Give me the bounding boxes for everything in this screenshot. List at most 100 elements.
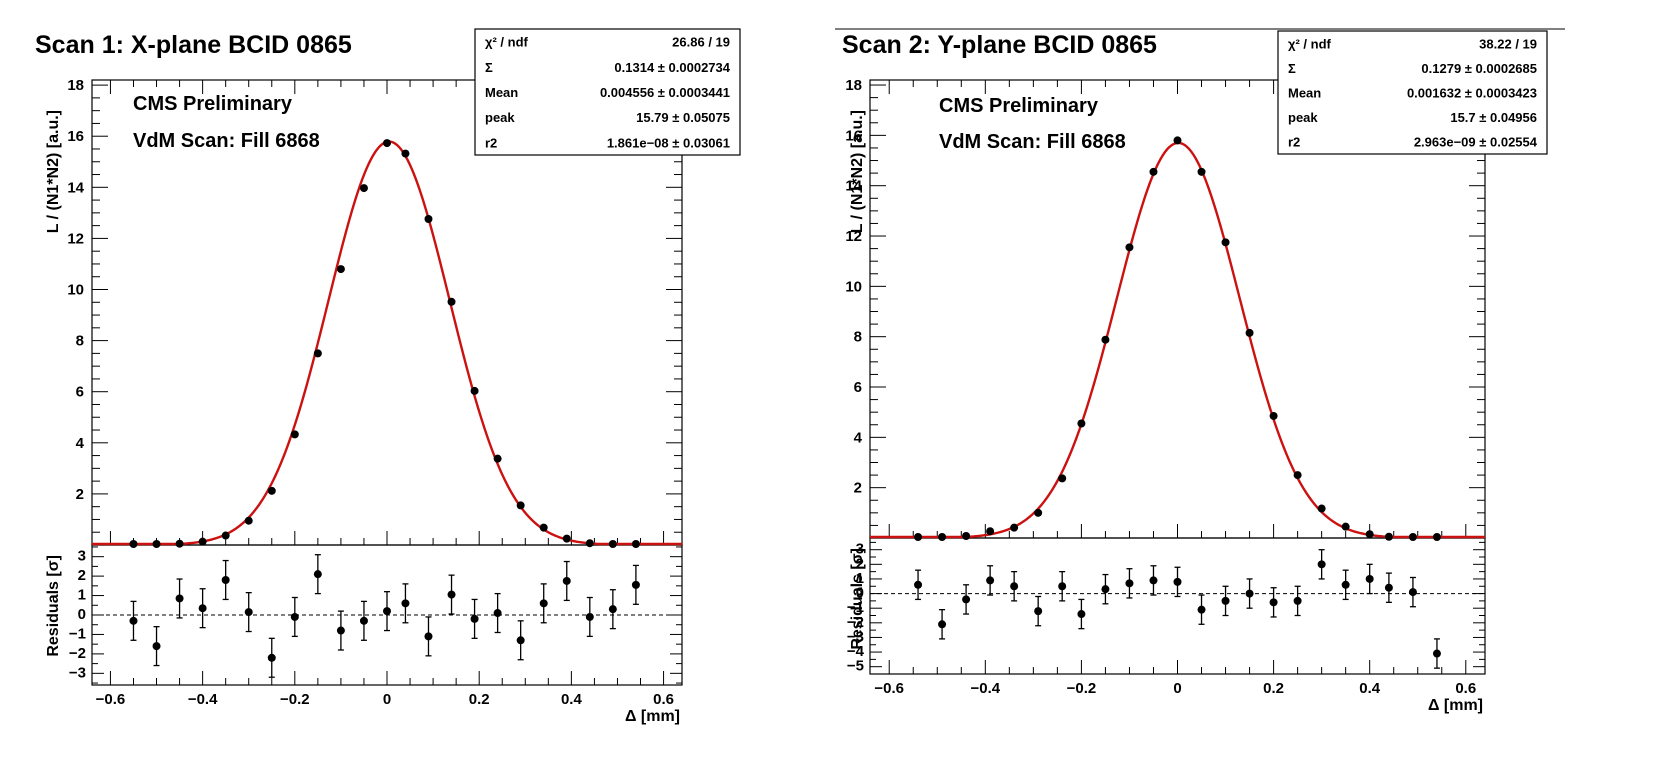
stat-value: 2.963e−09 ± 0.02554 xyxy=(1414,135,1538,150)
residual-point xyxy=(938,620,947,629)
chart-panel-1: Scan 1: X-plane BCID 086524681012141618−… xyxy=(35,28,741,725)
data-point xyxy=(1408,533,1417,541)
data-point xyxy=(516,501,525,510)
fit-stats-box xyxy=(1277,30,1548,155)
residual-point xyxy=(424,632,433,641)
x-tick-label: −0.4 xyxy=(188,691,218,708)
y-tick-label: 10 xyxy=(845,278,862,295)
res-y-tick-label: 3 xyxy=(78,548,86,565)
data-point xyxy=(152,540,161,548)
data-point xyxy=(539,523,548,532)
data-point xyxy=(359,184,368,193)
stat-label: peak xyxy=(1288,110,1318,125)
data-point xyxy=(914,533,923,541)
x-tick-label: −0.6 xyxy=(874,680,904,697)
data-point xyxy=(1432,533,1441,541)
y-tick-label: 4 xyxy=(854,429,863,446)
data-point xyxy=(962,531,971,540)
data-point xyxy=(631,540,640,548)
residual-point xyxy=(1269,598,1278,607)
residual-point xyxy=(516,636,525,645)
y-tick-label: 6 xyxy=(76,384,84,401)
data-point xyxy=(1077,419,1086,428)
residual-point xyxy=(1101,585,1110,594)
x-tick-label: 0.4 xyxy=(561,691,583,708)
residual-point xyxy=(198,604,207,613)
res-y-tick-label: 2 xyxy=(856,555,864,572)
res-y-tick-label: −4 xyxy=(847,643,865,660)
stat-value: 15.7 ± 0.04956 xyxy=(1450,110,1537,125)
stat-label: Mean xyxy=(1288,86,1321,101)
residual-point xyxy=(1173,577,1182,586)
fit-curve xyxy=(92,140,682,546)
data-point xyxy=(1101,335,1110,344)
residual-point xyxy=(290,612,299,621)
res-y-tick-label: −5 xyxy=(847,658,864,675)
annotation: CMS Preliminary xyxy=(133,93,293,115)
res-y-tick-label: −1 xyxy=(847,599,864,616)
y-axis-label: L / (N1*N2) [a.u.] xyxy=(849,110,866,233)
data-point xyxy=(938,533,947,541)
data-point xyxy=(401,149,410,158)
x-tick-label: −0.2 xyxy=(280,691,310,708)
data-point xyxy=(1341,522,1350,531)
y-tick-label: 8 xyxy=(76,333,84,350)
residual-point xyxy=(336,626,345,635)
data-point xyxy=(175,539,184,548)
stat-label: peak xyxy=(485,110,515,125)
x-tick-label: 0.4 xyxy=(1359,680,1381,697)
annotation: VdM Scan: Fill 6868 xyxy=(133,130,320,152)
y-tick-label: 2 xyxy=(76,486,84,503)
residual-axis-label: Residuals [σ] xyxy=(849,548,866,650)
residual-point xyxy=(1058,582,1067,591)
stat-value: 15.79 ± 0.05075 xyxy=(636,110,730,125)
stat-label: r2 xyxy=(485,135,497,150)
data-point xyxy=(1245,328,1254,337)
stat-value: 0.004556 ± 0.0003441 xyxy=(600,85,730,100)
res-y-tick-label: −3 xyxy=(69,664,86,681)
data-point xyxy=(562,534,571,543)
data-point xyxy=(1010,523,1019,532)
res-y-tick-label: −3 xyxy=(847,628,864,645)
residual-point xyxy=(914,580,923,589)
residual-point xyxy=(359,616,368,625)
y-tick-label: 10 xyxy=(67,282,84,299)
y-tick-label: 8 xyxy=(854,329,862,346)
data-point xyxy=(244,516,253,525)
res-y-tick-label: 0 xyxy=(78,606,86,623)
residual-point xyxy=(1384,583,1393,592)
residual-point xyxy=(562,576,571,585)
x-tick-label: 0 xyxy=(383,691,391,708)
data-point xyxy=(424,214,433,223)
stat-value: 26.86 / 19 xyxy=(672,35,730,50)
data-point xyxy=(1125,243,1134,252)
stat-value: 1.861e−08 ± 0.03061 xyxy=(607,135,730,150)
residual-point xyxy=(221,576,230,584)
residual-point xyxy=(1149,576,1158,585)
residual-point xyxy=(267,653,276,662)
stat-value: 0.1314 ± 0.0002734 xyxy=(614,60,730,75)
residual-point xyxy=(383,607,391,616)
data-point xyxy=(383,139,391,148)
residual-point xyxy=(1077,610,1086,619)
stat-value: 0.001632 ± 0.0003423 xyxy=(1407,86,1537,101)
x-axis-label: Δ [mm] xyxy=(625,708,680,725)
residual-point xyxy=(447,590,456,599)
stat-label: χ² / ndf xyxy=(1288,36,1332,51)
data-point xyxy=(447,297,456,306)
chart-title: Scan 1: X-plane BCID 0865 xyxy=(35,31,352,59)
x-tick-label: −0.2 xyxy=(1067,680,1097,697)
data-point xyxy=(290,430,299,439)
stat-label: Mean xyxy=(485,85,518,100)
residual-point xyxy=(493,609,502,618)
y-tick-label: 12 xyxy=(845,228,862,245)
residual-point xyxy=(313,570,322,579)
y-tick-label: 2 xyxy=(854,480,862,497)
residual-point xyxy=(1010,582,1019,591)
residual-point xyxy=(539,599,548,608)
data-point xyxy=(1365,530,1374,539)
y-tick-label: 14 xyxy=(845,178,862,195)
residual-point xyxy=(631,580,640,589)
data-point xyxy=(1384,532,1393,541)
